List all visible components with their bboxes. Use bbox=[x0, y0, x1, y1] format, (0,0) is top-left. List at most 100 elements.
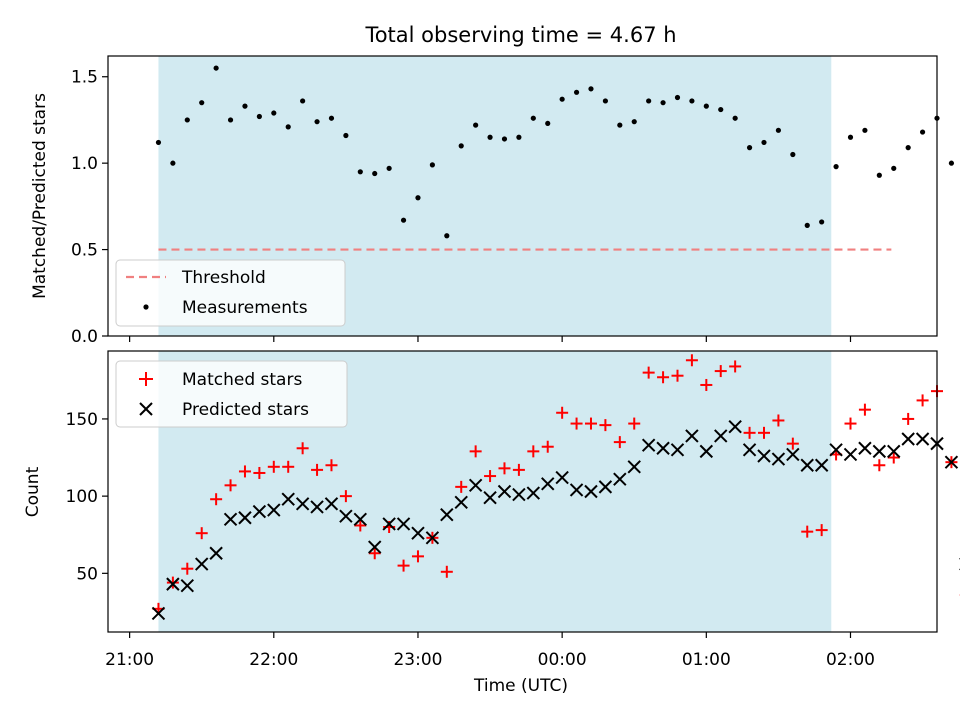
x-tick-label: 02:00 bbox=[826, 650, 875, 670]
matched-star-point bbox=[210, 493, 223, 506]
bottom-legend: Matched stars Predicted stars bbox=[115, 360, 348, 428]
matched-star-point bbox=[556, 406, 569, 419]
predicted-star-point bbox=[454, 495, 468, 510]
measurement-point bbox=[718, 106, 724, 113]
predicted-star-point bbox=[411, 526, 425, 540]
measurement-point bbox=[501, 136, 508, 142]
matched-star-point bbox=[570, 417, 583, 430]
predicted-star-point bbox=[786, 447, 800, 462]
predicted-star-point bbox=[324, 497, 339, 511]
measurement-point bbox=[199, 100, 205, 106]
predicted-star-point bbox=[512, 487, 526, 502]
measurement-point bbox=[919, 129, 926, 135]
matched-star-point bbox=[757, 426, 770, 439]
measurement-point bbox=[256, 113, 262, 120]
measurement-point bbox=[343, 132, 349, 139]
measurement-point bbox=[775, 127, 782, 133]
top-y-tick-label: 1.0 bbox=[71, 154, 98, 174]
top-plot-frame bbox=[107, 55, 938, 337]
predicted-star-point bbox=[569, 483, 584, 497]
predicted-star-point bbox=[555, 470, 569, 485]
measurements-legend-swatch bbox=[143, 304, 149, 310]
matched-star-point bbox=[440, 565, 453, 578]
matched-star-point bbox=[815, 524, 828, 537]
measurement-point bbox=[458, 143, 464, 149]
predicted-star-point bbox=[944, 455, 959, 469]
predicted-star-point bbox=[209, 546, 223, 560]
measurement-point bbox=[746, 145, 753, 151]
matched-star-point bbox=[311, 463, 324, 476]
measurement-point bbox=[271, 110, 277, 116]
matched-star-point bbox=[916, 394, 929, 407]
matched-star-point bbox=[685, 354, 698, 367]
predicted-star-point bbox=[180, 578, 195, 593]
matched-legend-swatch bbox=[139, 372, 153, 386]
measurement-point bbox=[588, 86, 594, 92]
predicted-star-point bbox=[151, 606, 166, 621]
matched-star-point bbox=[657, 371, 670, 384]
matched-star-point bbox=[599, 419, 612, 432]
predicted-star-point bbox=[425, 531, 440, 545]
matched-star-point bbox=[512, 463, 525, 476]
matched-stars-points bbox=[152, 354, 960, 615]
matched-star-point bbox=[296, 442, 309, 455]
measurement-point bbox=[242, 103, 248, 109]
measurement-points bbox=[155, 65, 955, 239]
bottom-y-tick-label: 50 bbox=[76, 564, 98, 584]
matched-star-point bbox=[858, 403, 871, 416]
measurement-point bbox=[573, 89, 580, 95]
predicted-star-point bbox=[800, 458, 814, 472]
predicted-star-point bbox=[915, 432, 930, 446]
x-tick-label: 23:00 bbox=[393, 650, 442, 670]
predicted-star-point bbox=[339, 509, 353, 523]
matched-star-point bbox=[224, 479, 237, 492]
measurement-point bbox=[155, 139, 162, 146]
matched-star-point bbox=[628, 417, 641, 430]
predicted-star-point bbox=[613, 472, 627, 486]
bottom-x-axis: 21:00 22:00 23:00 00:00 01:00 02:00 bbox=[105, 632, 875, 670]
x-tick-label: 21:00 bbox=[105, 650, 154, 670]
measurement-point bbox=[545, 120, 551, 127]
matched-star-point bbox=[541, 440, 554, 453]
matched-star-point bbox=[166, 576, 179, 589]
matched-star-point bbox=[527, 445, 540, 458]
measurement-point bbox=[948, 160, 955, 166]
measurement-point bbox=[530, 115, 536, 121]
measurement-point bbox=[847, 134, 854, 140]
matched-star-point bbox=[772, 414, 785, 427]
measurement-point bbox=[444, 233, 450, 239]
predicted-star-point bbox=[195, 557, 209, 571]
measurement-point bbox=[300, 98, 306, 104]
matched-star-point bbox=[873, 459, 886, 472]
predicted-star-point bbox=[887, 444, 901, 459]
matched-star-point bbox=[613, 436, 626, 449]
x-tick-label: 00:00 bbox=[538, 650, 587, 670]
bottom-y-tick-label: 150 bbox=[66, 410, 98, 430]
measurement-point bbox=[819, 219, 825, 225]
threshold-legend-label: Threshold bbox=[181, 268, 266, 288]
measurements-legend-label: Measurements bbox=[182, 298, 308, 318]
predicted-star-point bbox=[541, 477, 555, 491]
bottom-y-axis-label: Count bbox=[23, 466, 43, 517]
measurement-point bbox=[285, 124, 291, 130]
predicted-star-point bbox=[483, 490, 497, 505]
matched-star-point bbox=[642, 366, 655, 379]
predicted-star-point bbox=[497, 484, 512, 499]
top-panel: Total observing time = 4.67 h 0.0 0.5 1.0 1… bbox=[30, 23, 955, 347]
measurement-point bbox=[689, 98, 695, 104]
predicted-star-point bbox=[843, 447, 858, 462]
matched-star-point bbox=[584, 417, 597, 430]
measurement-point bbox=[487, 134, 493, 140]
measurement-point bbox=[703, 103, 709, 109]
top-chart-title: Total observing time = 4.67 h bbox=[364, 23, 676, 47]
matched-star-point bbox=[181, 562, 194, 575]
bottom-y-tick-label: 100 bbox=[66, 487, 98, 507]
predicted-stars-points bbox=[151, 419, 960, 621]
predicted-star-point bbox=[814, 458, 829, 472]
predicted-star-point bbox=[281, 492, 295, 506]
predicted-star-point bbox=[166, 577, 180, 591]
matched-star-point bbox=[354, 519, 367, 532]
matched-star-point bbox=[887, 451, 900, 464]
matched-star-point bbox=[743, 426, 756, 439]
